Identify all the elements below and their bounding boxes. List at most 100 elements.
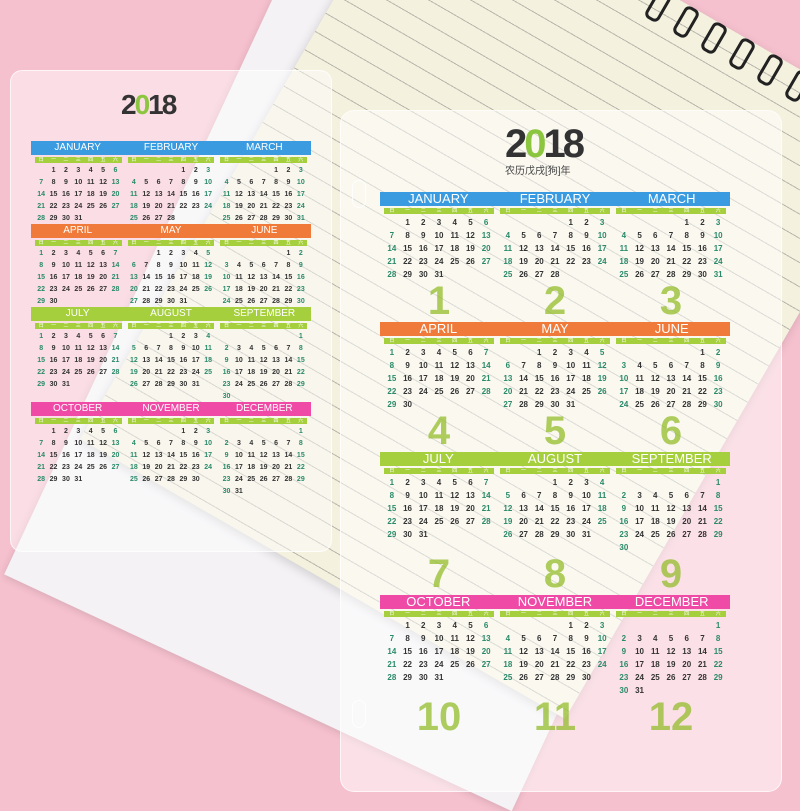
day-number: 3 (436, 621, 442, 630)
month-bar: OCTOBER NOVEMBER DECEMBER (31, 402, 311, 416)
day-number: 18 (129, 203, 138, 210)
day-number: 21 (550, 257, 560, 266)
weekday-label: 四 (684, 208, 690, 214)
day-number: 24 (179, 286, 188, 293)
day-number: 24 (204, 203, 213, 210)
day-number: 18 (450, 244, 460, 253)
weekday-label: 五 (583, 468, 589, 474)
day-number: 17 (635, 517, 645, 526)
weekday-label: 四 (88, 157, 94, 163)
day-number: 21 (167, 464, 175, 471)
day-number: 2 (421, 218, 426, 227)
day-number: 19 (650, 387, 660, 396)
weekday-label: 五 (100, 157, 106, 163)
day-number: 23 (222, 476, 231, 483)
month-row: OCTOBER NOVEMBER DECEMBER 日 一 二 三 四 五 六 日 一 二 三 四 五 六 日 一 二… (380, 595, 730, 738)
weekday-label: 一 (51, 323, 57, 329)
day-number: 31 (434, 270, 444, 279)
weekday-label: 六 (112, 240, 118, 246)
weekday-label: 日 (505, 468, 511, 474)
month-days: 1 2 3 4 5 6 7 8 9 10 11 12 13 14 15 16 17 18 19 20 21 22 23 24 2… (128, 249, 215, 307)
day-number: 27 (481, 660, 491, 669)
month-bar: JANUARY FEBRUARY MARCH (380, 192, 730, 206)
day-number: 25 (597, 517, 607, 526)
day-number: 9 (169, 262, 173, 269)
month-name: SEPTEMBER (233, 308, 296, 319)
weekday-label: 二 (63, 157, 69, 163)
day-number: 3 (236, 345, 241, 352)
day-number: 20 (682, 517, 692, 526)
weekday-label: 日 (389, 611, 395, 617)
weekday-label: 一 (521, 208, 527, 214)
day-number: 30 (49, 381, 58, 388)
day-number: 26 (650, 400, 660, 409)
day-number: 28 (284, 476, 293, 483)
month-name: JUNE (251, 225, 278, 236)
day-number: 16 (49, 274, 58, 281)
day-number: 2 (63, 167, 68, 174)
day-number: 5 (637, 231, 642, 240)
weekday-label: 五 (100, 418, 106, 424)
weekday-label: 日 (224, 157, 230, 163)
day-number: 29 (167, 381, 175, 388)
day-number: 5 (101, 167, 106, 174)
day-number: 9 (63, 179, 68, 186)
day-number: 20 (259, 286, 268, 293)
day-number: 14 (154, 357, 163, 364)
day-number: 9 (51, 345, 56, 352)
day-number: 18 (86, 452, 95, 459)
day-number: 31 (635, 686, 645, 695)
day-number: 13 (666, 374, 676, 383)
day-number: 17 (235, 464, 243, 471)
day-number: 20 (519, 517, 529, 526)
day-number: 30 (418, 673, 428, 682)
day-number: 11 (87, 179, 95, 186)
weekday-label: 五 (699, 468, 705, 474)
day-number: 25 (86, 203, 95, 210)
day-number: 18 (503, 660, 513, 669)
day-number: 29 (550, 530, 560, 539)
day-number: 2 (193, 428, 198, 435)
day-number: 8 (389, 491, 395, 500)
day-number: 2 (421, 621, 426, 630)
day-number: 16 (179, 357, 188, 364)
weekday-label: 二 (248, 418, 254, 424)
weekday-label: 三 (552, 208, 558, 214)
day-number: 24 (62, 369, 70, 376)
day-number: 29 (713, 530, 723, 539)
day-number: 9 (298, 262, 303, 269)
day-number: 1 (156, 250, 161, 257)
day-number: 13 (129, 274, 138, 281)
day-number: 10 (62, 345, 70, 352)
day-number: 11 (434, 361, 444, 370)
month-watermark-number: 5 (543, 409, 567, 453)
day-number: 1 (181, 167, 186, 174)
day-number: 9 (405, 491, 410, 500)
weekday-label: 二 (248, 323, 254, 329)
day-number: 30 (713, 400, 723, 409)
day-number: 5 (468, 621, 473, 630)
day-number: 4 (452, 621, 457, 630)
month-bar: OCTOBER NOVEMBER DECEMBER (380, 595, 730, 609)
day-number: 25 (129, 476, 138, 483)
day-number: 24 (235, 476, 243, 483)
day-number: 29 (713, 673, 723, 682)
weekday-label: 五 (467, 611, 473, 617)
weekday-label: 五 (100, 323, 106, 329)
day-number: 27 (465, 517, 475, 526)
day-number: 16 (62, 452, 70, 459)
day-number: 18 (503, 257, 513, 266)
day-number: 30 (284, 215, 293, 222)
day-number: 6 (537, 231, 542, 240)
day-number: 4 (249, 440, 254, 447)
day-number: 5 (452, 478, 457, 487)
day-number: 22 (49, 464, 58, 471)
day-number: 30 (179, 381, 188, 388)
day-number: 11 (635, 374, 644, 383)
day-number: 6 (668, 361, 674, 370)
day-number: 25 (650, 530, 660, 539)
day-number: 13 (111, 440, 120, 447)
weekday-label: 六 (599, 468, 605, 474)
day-number: 9 (224, 452, 229, 459)
day-number: 25 (129, 215, 138, 222)
